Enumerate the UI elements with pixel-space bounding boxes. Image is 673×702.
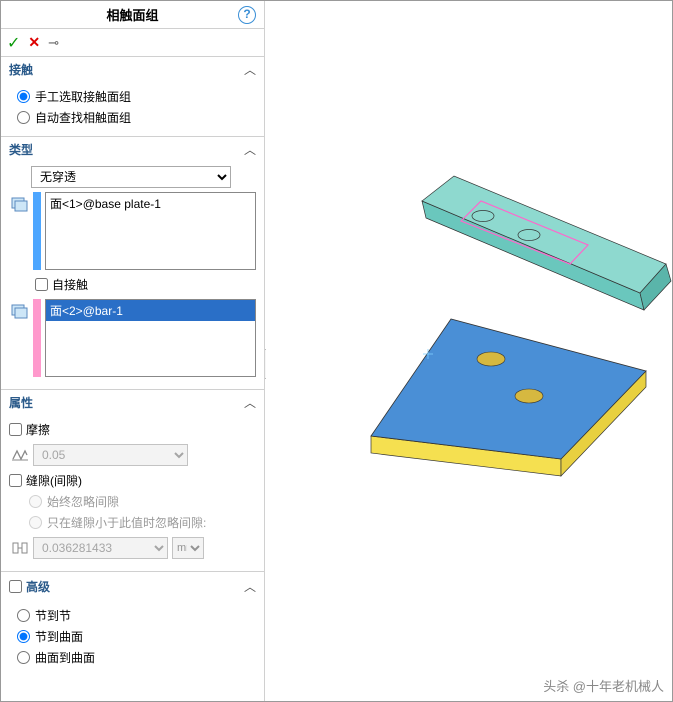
section-advanced-header[interactable]: 高级 ︿	[1, 572, 264, 601]
adv-opt3-label: 曲面到曲面	[35, 649, 95, 666]
panel-header: 相触面组 ?	[1, 1, 264, 29]
color-strip-pink	[33, 299, 41, 377]
gap-unit[interactable]: mm	[172, 537, 204, 559]
radio-manual-row: 手工选取接触面组	[9, 86, 256, 107]
gap-icon	[11, 539, 29, 557]
friction-label: 摩擦	[26, 421, 50, 438]
adv-opt1-label: 节到节	[35, 607, 71, 624]
gap-radio-threshold[interactable]	[29, 516, 42, 529]
chevron-up-icon: ︿	[244, 141, 256, 158]
self-contact-checkbox[interactable]	[35, 278, 48, 291]
section-props-title: 属性	[9, 394, 33, 411]
action-bar: ✓ ✕ ⊸	[1, 29, 264, 57]
section-contact-title: 接触	[9, 61, 33, 78]
self-contact-label: 自接触	[52, 276, 88, 293]
property-panel: 相触面组 ? ✓ ✕ ⊸ 接触 ︿ 手工选取接触面组 自动查找相触面组 类型 ︿	[1, 1, 265, 701]
chevron-up-icon: ︿	[244, 394, 256, 411]
base-plate	[371, 319, 646, 476]
section-contact: 接触 ︿ 手工选取接触面组 自动查找相触面组	[1, 57, 264, 137]
section-contact-header[interactable]: 接触 ︿	[1, 57, 264, 82]
chevron-up-icon: ︿	[244, 578, 256, 595]
bar	[422, 176, 671, 310]
3d-viewport[interactable]: 头杀 @十年老机械人	[266, 1, 672, 701]
section-advanced-title: 高级	[26, 578, 50, 595]
radio-node-node[interactable]	[17, 609, 30, 622]
radio-manual-label: 手工选取接触面组	[35, 88, 131, 105]
watermark: 头杀 @十年老机械人	[543, 676, 664, 695]
face-set1-icon	[9, 194, 29, 214]
section-props: 属性 ︿ 摩擦 0.05 缝隙(间隙) 始终忽略间隙	[1, 390, 264, 572]
friction-input[interactable]: 0.05	[33, 444, 188, 466]
radio-manual[interactable]	[17, 90, 30, 103]
radio-auto-row: 自动查找相触面组	[9, 107, 256, 128]
radio-auto[interactable]	[17, 111, 30, 124]
gap-opt1-label: 始终忽略间隙	[47, 493, 119, 510]
ok-icon[interactable]: ✓	[7, 33, 20, 53]
face-set2-box[interactable]: 面<2>@bar-1	[45, 299, 256, 377]
face1-item[interactable]: 面<1>@base plate-1	[46, 193, 255, 214]
adv-opt2-label: 节到曲面	[35, 628, 83, 645]
gap-opt2-label: 只在缝隙小于此值时忽略间隙:	[47, 514, 206, 531]
section-type: 类型 ︿ 无穿透 面<1>@base plate-1 自接触	[1, 137, 264, 390]
face-set2-icon	[9, 301, 29, 321]
help-icon[interactable]: ?	[238, 6, 256, 24]
adv-row2: 节到曲面	[9, 626, 256, 647]
type-dropdown[interactable]: 无穿透	[31, 166, 231, 188]
radio-surface-surface[interactable]	[17, 651, 30, 664]
gap-label: 缝隙(间隙)	[26, 472, 82, 489]
adv-row3: 曲面到曲面	[9, 647, 256, 668]
gap-radio-always[interactable]	[29, 495, 42, 508]
color-strip-blue	[33, 192, 41, 270]
pin-icon[interactable]: ⊸	[48, 35, 59, 51]
radio-node-surface[interactable]	[17, 630, 30, 643]
friction-icon	[11, 446, 29, 464]
adv-row1: 节到节	[9, 605, 256, 626]
advanced-checkbox[interactable]	[9, 580, 22, 593]
cancel-icon[interactable]: ✕	[28, 34, 40, 51]
section-type-title: 类型	[9, 141, 33, 158]
section-advanced: 高级 ︿ 节到节 节到曲面 曲面到曲面	[1, 572, 264, 676]
panel-title: 相触面组	[106, 5, 158, 24]
section-props-header[interactable]: 属性 ︿	[1, 390, 264, 415]
gap-checkbox[interactable]	[9, 474, 22, 487]
chevron-up-icon: ︿	[244, 61, 256, 78]
gap-input[interactable]: 0.036281433	[33, 537, 168, 559]
friction-checkbox[interactable]	[9, 423, 22, 436]
face-set1-box[interactable]: 面<1>@base plate-1	[45, 192, 256, 270]
face2-item[interactable]: 面<2>@bar-1	[46, 300, 255, 321]
radio-auto-label: 自动查找相触面组	[35, 109, 131, 126]
section-type-header[interactable]: 类型 ︿	[1, 137, 264, 162]
3d-scene	[266, 1, 673, 701]
